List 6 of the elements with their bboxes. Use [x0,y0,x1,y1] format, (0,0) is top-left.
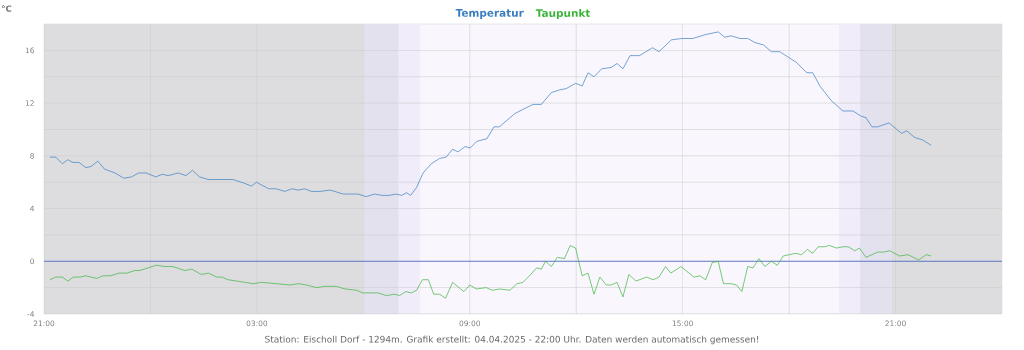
y-axis-title: °C [2,5,12,12]
text: Station: Eischoll Dorf - 1294m. Grafik erstellt: 04.04.2025 - 22:00 Uhr. Daten werden automatisch gemessen! [265,335,759,345]
text: Temperatur [455,9,524,19]
text: Taupunkt [535,8,591,20]
line-series [49,245,932,299]
line-series [49,31,932,198]
